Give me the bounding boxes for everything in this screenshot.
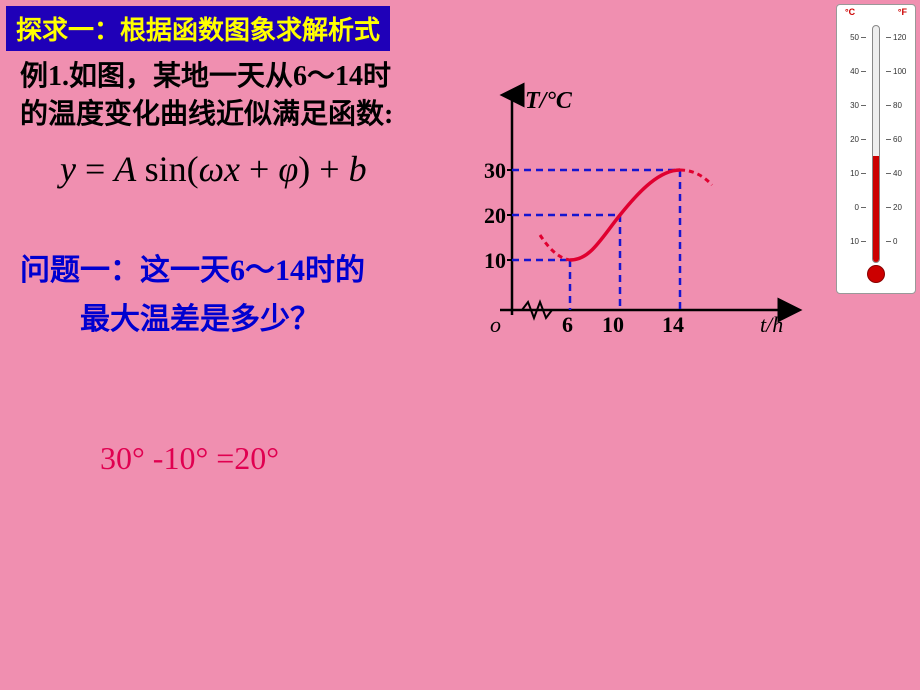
problem-statement: 例1.如图，某地一天从6～14时 的温度变化曲线近似满足函数: bbox=[20, 58, 500, 134]
ytick-10: 10 bbox=[474, 248, 506, 274]
thermo-left-tick: 20 bbox=[841, 135, 859, 144]
origin-label: o bbox=[490, 312, 501, 338]
y-axis-label: T/°C bbox=[525, 88, 572, 115]
thermo-left-tick: 50 bbox=[841, 33, 859, 42]
section-banner: 探求一：根据函数图象求解析式 bbox=[6, 6, 390, 51]
x-axis-label: t/h bbox=[760, 312, 783, 338]
thermo-left-tick: 0 bbox=[841, 203, 859, 212]
problem-line1: 例1.如图，某地一天从6～14时 bbox=[20, 61, 391, 92]
xtick-6: 6 bbox=[562, 312, 573, 338]
thermo-left-tick: 40 bbox=[841, 67, 859, 76]
thermo-mercury bbox=[873, 156, 879, 262]
thermo-right-tick: 40 bbox=[893, 169, 911, 178]
answer-text: 30° -10° =20° bbox=[100, 440, 279, 477]
thermo-right-tick: 0 bbox=[893, 237, 911, 246]
problem-line2: 的温度变化曲线近似满足函数: bbox=[20, 99, 393, 130]
temperature-chart: T/°C o t/h 30 20 10 6 10 14 bbox=[450, 80, 820, 350]
thermo-right-tick: 60 bbox=[893, 135, 911, 144]
thermo-tube bbox=[872, 25, 880, 263]
ytick-20: 20 bbox=[474, 203, 506, 229]
thermo-right-tick: 20 bbox=[893, 203, 911, 212]
question-line1: 问题一：这一天6～14时的 bbox=[20, 250, 365, 292]
xtick-14: 14 bbox=[662, 312, 684, 338]
thermo-right-tick: 120 bbox=[893, 33, 911, 42]
question-line2: 最大温差是多少？ bbox=[80, 294, 320, 338]
thermo-left-tick: 10 bbox=[841, 169, 859, 178]
thermo-unit-f: °F bbox=[898, 7, 907, 17]
formula-expression: y = A sin(ωx + φ) + b bbox=[60, 148, 367, 190]
thermo-right-tick: 80 bbox=[893, 101, 911, 110]
xtick-10: 10 bbox=[602, 312, 624, 338]
thermo-unit-c: °C bbox=[845, 7, 855, 17]
thermo-bulb bbox=[867, 265, 885, 283]
thermometer-image: °C °F 5040302010010120100806040200 bbox=[836, 4, 916, 294]
thermo-right-tick: 100 bbox=[893, 67, 911, 76]
ytick-30: 30 bbox=[474, 158, 506, 184]
thermo-left-tick: 30 bbox=[841, 101, 859, 110]
thermo-left-tick: 10 bbox=[841, 237, 859, 246]
